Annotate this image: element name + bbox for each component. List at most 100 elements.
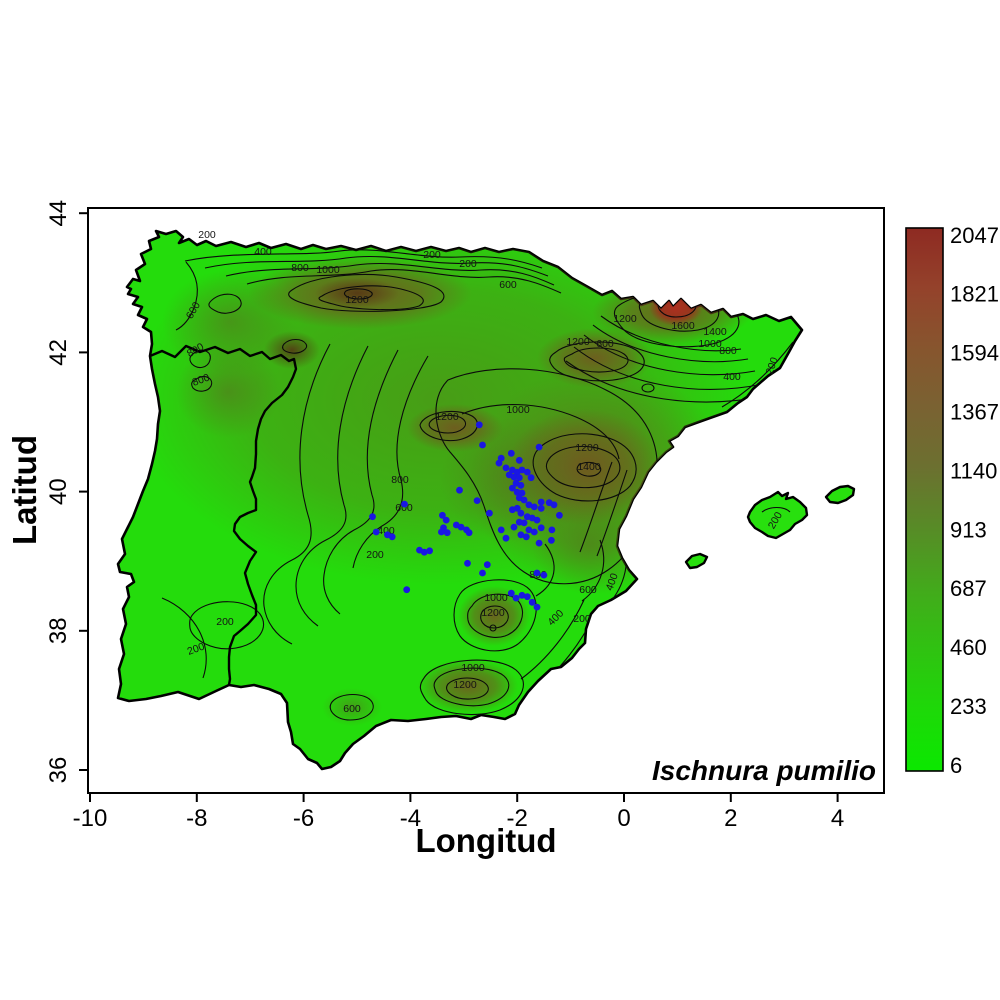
occurrence-point bbox=[530, 503, 538, 511]
contour-elevation-label: 600 bbox=[395, 502, 413, 514]
occurrence-point bbox=[510, 473, 518, 481]
occurrence-point bbox=[510, 523, 518, 531]
occurrence-point bbox=[530, 528, 538, 536]
occurrence-point bbox=[520, 519, 528, 527]
colorbar-tick-labels: 2047 1821 1594 1367 1140 913 687 460 233 6 bbox=[950, 223, 999, 778]
x-tick-label: -4 bbox=[400, 805, 421, 832]
occurrence-point bbox=[403, 586, 411, 594]
occurrence-point bbox=[515, 456, 523, 464]
occurrence-point bbox=[372, 528, 380, 536]
contour-elevation-label: 200 bbox=[459, 258, 477, 270]
colorbar-value-label: 233 bbox=[950, 694, 987, 719]
contour-elevation-label: 200 bbox=[573, 613, 591, 625]
occurrence-point bbox=[533, 516, 541, 524]
occurrence-point bbox=[528, 598, 536, 606]
species-annotation: Ischnura pumilio bbox=[652, 755, 876, 786]
occurrence-point bbox=[509, 484, 516, 492]
occurrence-point bbox=[525, 526, 533, 534]
contour-elevation-label: 1000 bbox=[461, 662, 485, 674]
contour-elevation-label: 200 bbox=[186, 640, 207, 657]
occurrence-point bbox=[439, 511, 446, 519]
y-axis: 36 38 40 42 44 bbox=[45, 200, 88, 783]
colorbar-value-label: 913 bbox=[950, 517, 987, 542]
contour-elevation-label: 200 bbox=[764, 356, 781, 377]
contour-elevation-label: 200 bbox=[366, 549, 384, 561]
contour-elevation-label: 1200 bbox=[345, 294, 369, 306]
occurrence-point bbox=[483, 561, 491, 569]
colorbar-value-label: 687 bbox=[950, 576, 987, 601]
colorbar-value-label: 2047 bbox=[950, 223, 999, 248]
occurrence-point bbox=[495, 459, 503, 467]
colorbar-value-label: 460 bbox=[950, 635, 987, 660]
colorbar-gradient bbox=[905, 227, 944, 772]
elevation-shading-layer bbox=[130, 231, 752, 726]
occurrence-point bbox=[540, 571, 548, 579]
contour-elevation-label: 1000 bbox=[506, 404, 530, 416]
x-tick-label: -10 bbox=[73, 805, 108, 832]
occurrence-point bbox=[509, 506, 516, 514]
occurrence-points-layer bbox=[369, 421, 563, 611]
contour-elevation-label: 600 bbox=[596, 338, 614, 350]
occurrence-point bbox=[533, 603, 541, 611]
occurrence-point bbox=[537, 524, 545, 532]
elevation-colorbar: 2047 1821 1594 1367 1140 913 687 460 233 6 bbox=[905, 223, 999, 778]
occurrence-point bbox=[523, 468, 531, 476]
occurrence-point bbox=[479, 569, 486, 577]
occurrence-point bbox=[517, 509, 525, 517]
contour-elevation-label: 1200 bbox=[566, 336, 590, 348]
x-tick-label: -6 bbox=[293, 805, 314, 832]
contour-elevation-label: 600 bbox=[579, 584, 597, 596]
occurrence-point bbox=[486, 509, 493, 517]
occurrence-point bbox=[438, 528, 445, 536]
occurrence-point bbox=[548, 536, 555, 544]
y-tick-label: 40 bbox=[45, 478, 72, 505]
contour-elevation-label: 1000 bbox=[316, 264, 340, 276]
x-tick-label: -2 bbox=[507, 805, 528, 832]
occurrence-point bbox=[502, 534, 510, 542]
x-axis: -10 -8 -6 -4 -2 0 2 4 bbox=[73, 793, 844, 832]
y-tick-label: 38 bbox=[45, 617, 72, 644]
occurrence-point bbox=[512, 594, 520, 602]
colorbar-value-label: 6 bbox=[950, 753, 962, 778]
colorbar-value-label: 1140 bbox=[950, 458, 997, 483]
contour-elevation-label: 1200 bbox=[575, 442, 599, 454]
contour-elevation-label: 200 bbox=[216, 616, 234, 628]
occurrence-point bbox=[465, 529, 473, 537]
colorbar-value-label: 1367 bbox=[950, 400, 999, 425]
occurrence-point bbox=[420, 548, 428, 556]
contour-elevation-label: 600 bbox=[499, 279, 517, 291]
x-axis-title: Longitud bbox=[415, 822, 556, 859]
contour-elevation-label: 800 bbox=[719, 345, 737, 357]
colorbar-value-label: 1594 bbox=[950, 341, 999, 366]
contour-elevation-label: 1400 bbox=[577, 461, 601, 473]
occurrence-point bbox=[473, 497, 481, 504]
occurrence-point bbox=[515, 474, 523, 482]
contour-elevation-label: 1200 bbox=[435, 411, 459, 423]
occurrence-point bbox=[517, 481, 525, 489]
contour-elevation-label: 1600 bbox=[671, 320, 695, 332]
contour-elevation-label: 200 bbox=[423, 249, 441, 261]
x-tick-label: 0 bbox=[617, 805, 630, 832]
occurrence-point bbox=[550, 501, 558, 509]
occurrence-point bbox=[464, 559, 471, 567]
occurrence-point bbox=[533, 569, 541, 577]
occurrence-point bbox=[369, 513, 376, 521]
x-tick-label: 4 bbox=[831, 805, 844, 832]
occurrence-point bbox=[537, 504, 545, 512]
contour-elevation-label: 600 bbox=[343, 703, 361, 715]
contour-elevation-label: 400 bbox=[723, 371, 741, 383]
occurrence-point bbox=[535, 539, 543, 547]
occurrence-point bbox=[518, 591, 526, 599]
contour-elevation-label: 1000 bbox=[484, 592, 508, 604]
y-axis-title: Latitud bbox=[6, 435, 43, 545]
occurrence-point bbox=[548, 526, 556, 534]
occurrence-point bbox=[518, 466, 526, 474]
occurrence-point bbox=[443, 529, 451, 537]
occurrence-point bbox=[502, 464, 510, 472]
occurrence-point bbox=[475, 421, 483, 429]
y-tick-label: 44 bbox=[45, 200, 72, 227]
portugal-spain-border bbox=[149, 344, 298, 686]
x-tick-label: -8 bbox=[186, 805, 207, 832]
occurrence-point bbox=[497, 526, 505, 534]
